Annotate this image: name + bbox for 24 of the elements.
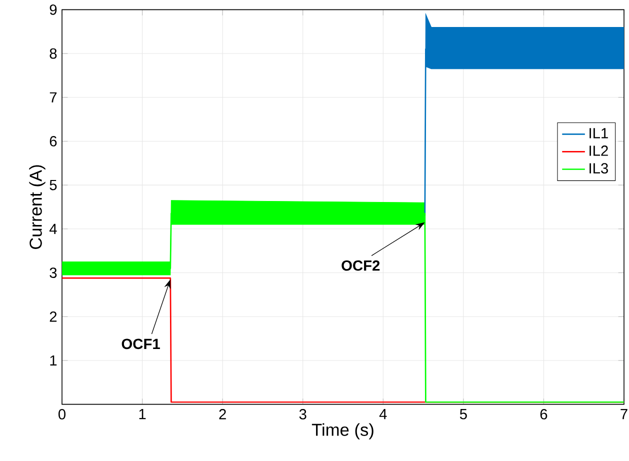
- annotation: OCF2: [342, 260, 380, 271]
- x-axis-title: Time (s): [312, 423, 374, 440]
- y-tick-label: 4: [49, 224, 57, 234]
- x-tick-label: 2: [219, 409, 226, 420]
- y-axis-title: Current (A): [29, 165, 46, 249]
- y-tick-label: 8: [50, 48, 57, 59]
- y-tick-label: 3: [50, 268, 57, 278]
- y-tick-label: 7: [50, 92, 57, 102]
- annotation: OCF1: [122, 338, 160, 350]
- y-tick-label: 6: [50, 136, 57, 146]
- legend-label: IL1: [590, 128, 608, 138]
- x-tick-label: 0: [58, 409, 66, 420]
- x-tick-label: 1: [139, 409, 146, 420]
- y-tick-label: 2: [50, 312, 57, 322]
- x-tick-label: 3: [299, 409, 306, 420]
- legend-label: IL3: [590, 163, 608, 174]
- x-tick-label: 6: [540, 409, 548, 420]
- x-tick-label: 7: [620, 409, 628, 420]
- legend-label: IL2: [590, 146, 608, 156]
- y-tick-label: 9: [50, 4, 57, 15]
- x-tick-label: 4: [379, 409, 387, 420]
- x-tick-label: 5: [460, 409, 467, 420]
- y-tick-label: 1: [50, 355, 57, 366]
- y-tick-label: 5: [50, 180, 57, 190]
